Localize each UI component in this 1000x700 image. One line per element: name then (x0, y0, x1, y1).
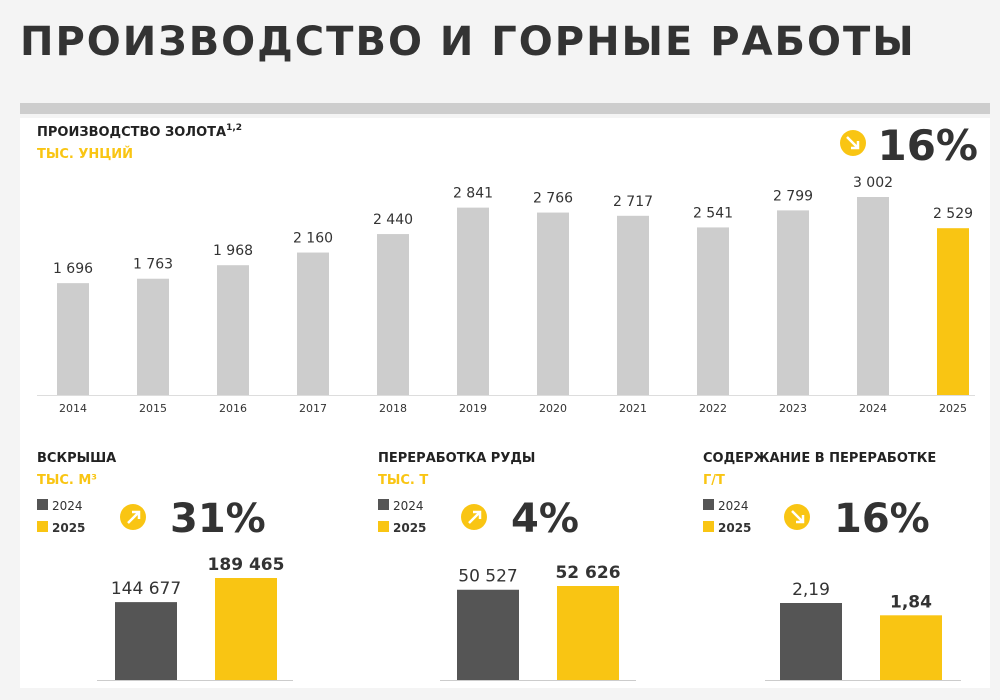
x-tick-2019: 2019 (459, 402, 487, 415)
data-label-2022: 2 541 (693, 205, 733, 221)
x-tick-2024: 2024 (859, 402, 887, 415)
arrow-down-right-icon (784, 504, 810, 530)
x-tick-2014: 2014 (59, 402, 87, 415)
bar-2020 (537, 212, 569, 395)
bar-2021 (617, 215, 649, 395)
arrow-down-right-icon (840, 130, 866, 156)
panel-title: ВСКРЫША (37, 451, 116, 466)
bar-2024 (457, 589, 519, 680)
bar-2023 (777, 210, 809, 395)
data-label-2024: 50 527 (458, 567, 517, 587)
panel-title: ПЕРЕРАБОТКА РУДЫ (378, 451, 535, 466)
data-label-2017: 2 160 (293, 231, 333, 247)
x-tick-2022: 2022 (699, 402, 727, 415)
bar-2024 (115, 602, 177, 680)
gold-production-chart: ПРОИЗВОДСТВО ЗОЛОТА1,2 ТЫС. УНЦИЙ 16% (37, 121, 978, 170)
legend-swatch-2024 (703, 499, 714, 510)
x-tick-2015: 2015 (139, 402, 167, 415)
panel-2: ПЕРЕРАБОТКА РУДЫ ТЫС. Т 2024 2025 4% 50 527 52… (378, 451, 636, 681)
legend-label-2025: 2025 (718, 521, 751, 535)
panel-3: СОДЕРЖАНИЕ В ПЕРЕРАБОТКЕ Г/Т 2024 2025 16% 2,… (703, 451, 961, 681)
chart-title-superscript: 1,2 (226, 123, 242, 133)
panel-unit: ТЫС. Т (378, 473, 428, 488)
bar-2016 (217, 265, 249, 395)
data-label-2015: 1 763 (133, 257, 173, 273)
x-tick-2016: 2016 (219, 402, 247, 415)
data-label-2018: 2 440 (373, 212, 413, 228)
change-value: 4% (511, 496, 579, 542)
bar-2024 (857, 197, 889, 395)
change-value: 16% (834, 496, 930, 542)
data-label-2019: 2 841 (453, 186, 493, 202)
legend-swatch-2024 (37, 499, 48, 510)
data-label-2020: 2 766 (533, 191, 573, 207)
x-tick-2023: 2023 (779, 402, 807, 415)
bar-2018 (377, 234, 409, 395)
change-value: 31% (170, 496, 266, 542)
legend-swatch-2025 (378, 521, 389, 532)
arrow-up-right-icon (120, 504, 146, 530)
x-tick-2020: 2020 (539, 402, 567, 415)
data-label-2024: 3 002 (853, 175, 893, 191)
panel-unit: Г/Т (703, 473, 725, 488)
data-label-2025: 52 626 (555, 563, 620, 583)
legend-swatch-2025 (37, 521, 48, 532)
panel-title: СОДЕРЖАНИЕ В ПЕРЕРАБОТКЕ (703, 451, 936, 466)
chart-title: ПРОИЗВОДСТВО ЗОЛОТА1,2 (37, 123, 242, 140)
legend-label-2024: 2024 (52, 499, 83, 513)
x-tick-2017: 2017 (299, 402, 327, 415)
legend-label-2025: 2025 (52, 521, 85, 535)
panel-unit: ТЫС. М³ (37, 473, 97, 488)
data-label-2016: 1 968 (213, 243, 253, 259)
chart-title-text: ПРОИЗВОДСТВО ЗОЛОТА (37, 125, 226, 140)
bar-2025 (215, 578, 277, 680)
legend-label-2024: 2024 (718, 499, 749, 513)
bar-2022 (697, 227, 729, 395)
change-value: 16% (877, 121, 978, 170)
bar-2014 (57, 283, 89, 395)
chart-marks: 1 696 2014 1 763 2015 1 968 2016 2 160 2017 2 44… (37, 175, 975, 681)
x-tick-2018: 2018 (379, 402, 407, 415)
x-tick-2021: 2021 (619, 402, 647, 415)
arrow-up-right-icon (461, 504, 487, 530)
bar-2025 (557, 586, 619, 680)
bar-2025 (880, 615, 942, 680)
chart-unit: ТЫС. УНЦИЙ (37, 146, 133, 162)
legend-label-2025: 2025 (393, 521, 426, 535)
data-label-2014: 1 696 (53, 261, 93, 277)
x-tick-2025: 2025 (939, 402, 967, 415)
data-label-2024: 2,19 (792, 580, 830, 600)
legend-swatch-2024 (378, 499, 389, 510)
data-label-2021: 2 717 (613, 194, 653, 210)
data-label-2025: 189 465 (208, 555, 285, 575)
data-label-2023: 2 799 (773, 188, 813, 204)
page-title: ПРОИЗВОДСТВО И ГОРНЫЕ РАБОТЫ (20, 19, 916, 65)
card-top-band (20, 103, 990, 114)
bar-2024 (780, 603, 842, 680)
data-label-2024: 144 677 (111, 579, 181, 599)
data-label-2025: 2 529 (933, 206, 973, 222)
panel-1: ВСКРЫША ТЫС. М³ 2024 2025 31% 144 677 189 465 (37, 451, 293, 681)
bar-2015 (137, 278, 169, 395)
bar-2025 (937, 228, 969, 395)
bar-2019 (457, 207, 489, 395)
legend-label-2024: 2024 (393, 499, 424, 513)
bar-2017 (297, 252, 329, 395)
data-label-2025: 1,84 (890, 592, 932, 612)
legend-swatch-2025 (703, 521, 714, 532)
